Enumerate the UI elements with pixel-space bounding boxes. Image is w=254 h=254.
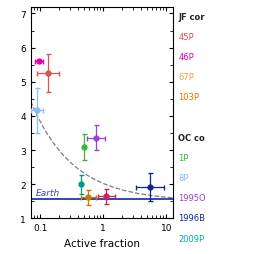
Text: 1P: 1P	[178, 153, 188, 162]
Text: 45P: 45P	[178, 33, 193, 42]
Text: OC co: OC co	[178, 133, 204, 142]
X-axis label: Active fraction: Active fraction	[64, 238, 139, 248]
Text: 1996B: 1996B	[178, 214, 205, 223]
Text: JF cor: JF cor	[178, 13, 204, 22]
Text: 46P: 46P	[178, 53, 194, 62]
Text: 2009P: 2009P	[178, 234, 204, 243]
Text: 103P: 103P	[178, 93, 199, 102]
Text: 67P: 67P	[178, 73, 194, 82]
Text: 1995O: 1995O	[178, 194, 205, 202]
Text: Earth: Earth	[36, 188, 60, 197]
Text: 8P: 8P	[178, 173, 188, 182]
